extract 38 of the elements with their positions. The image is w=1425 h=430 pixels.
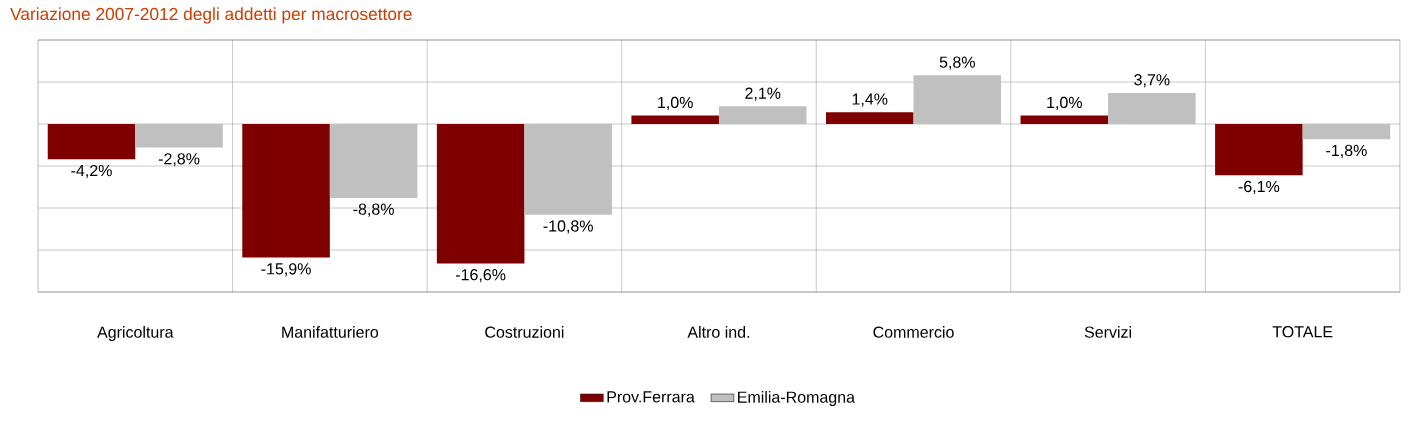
x-tick-label: Agricoltura xyxy=(97,326,174,341)
data-label: -4,2% xyxy=(71,164,112,179)
bar xyxy=(1302,124,1391,140)
data-label: -6,1% xyxy=(1238,180,1280,195)
legend-label: Prov.Ferrara xyxy=(607,391,695,403)
bar xyxy=(47,124,136,160)
data-label: -15,9% xyxy=(261,263,311,277)
data-label: -2,8% xyxy=(158,153,200,167)
data-label: -10,8% xyxy=(543,220,593,234)
chart-title: Variazione 2007-2012 degli addetti per macrosettore xyxy=(10,7,412,24)
bar xyxy=(1108,92,1196,124)
bar xyxy=(329,124,418,198)
data-label: -8,8% xyxy=(353,203,394,217)
x-tick-label: TOTALE xyxy=(1272,326,1333,338)
x-tick-label: Costruzioni xyxy=(485,326,564,338)
data-label: 1,0% xyxy=(658,96,693,111)
bar xyxy=(825,112,914,124)
x-tick-label: Altro ind. xyxy=(687,326,750,338)
data-label: 1,0% xyxy=(1047,96,1082,111)
x-tick-label: Servizi xyxy=(1084,326,1131,338)
bar xyxy=(135,124,223,148)
x-tick-label: Commercio xyxy=(873,326,954,338)
bar xyxy=(718,106,807,124)
data-label: 1,4% xyxy=(852,93,888,107)
bar xyxy=(436,124,525,264)
legend-label: Emilia-Romagna xyxy=(738,391,855,406)
bar xyxy=(913,75,1002,124)
data-label: 3,7% xyxy=(1134,74,1170,88)
bar xyxy=(1020,115,1109,124)
data-label: -16,6% xyxy=(455,269,506,283)
bar xyxy=(631,115,719,124)
bar xyxy=(242,124,330,258)
data-label: -1,8% xyxy=(1326,144,1367,158)
data-label: 2,1% xyxy=(745,87,781,101)
data-label: 5,8% xyxy=(939,56,975,70)
bar xyxy=(1215,124,1303,176)
x-tick-label: Manifatturiero xyxy=(282,326,379,338)
bar xyxy=(524,124,612,215)
